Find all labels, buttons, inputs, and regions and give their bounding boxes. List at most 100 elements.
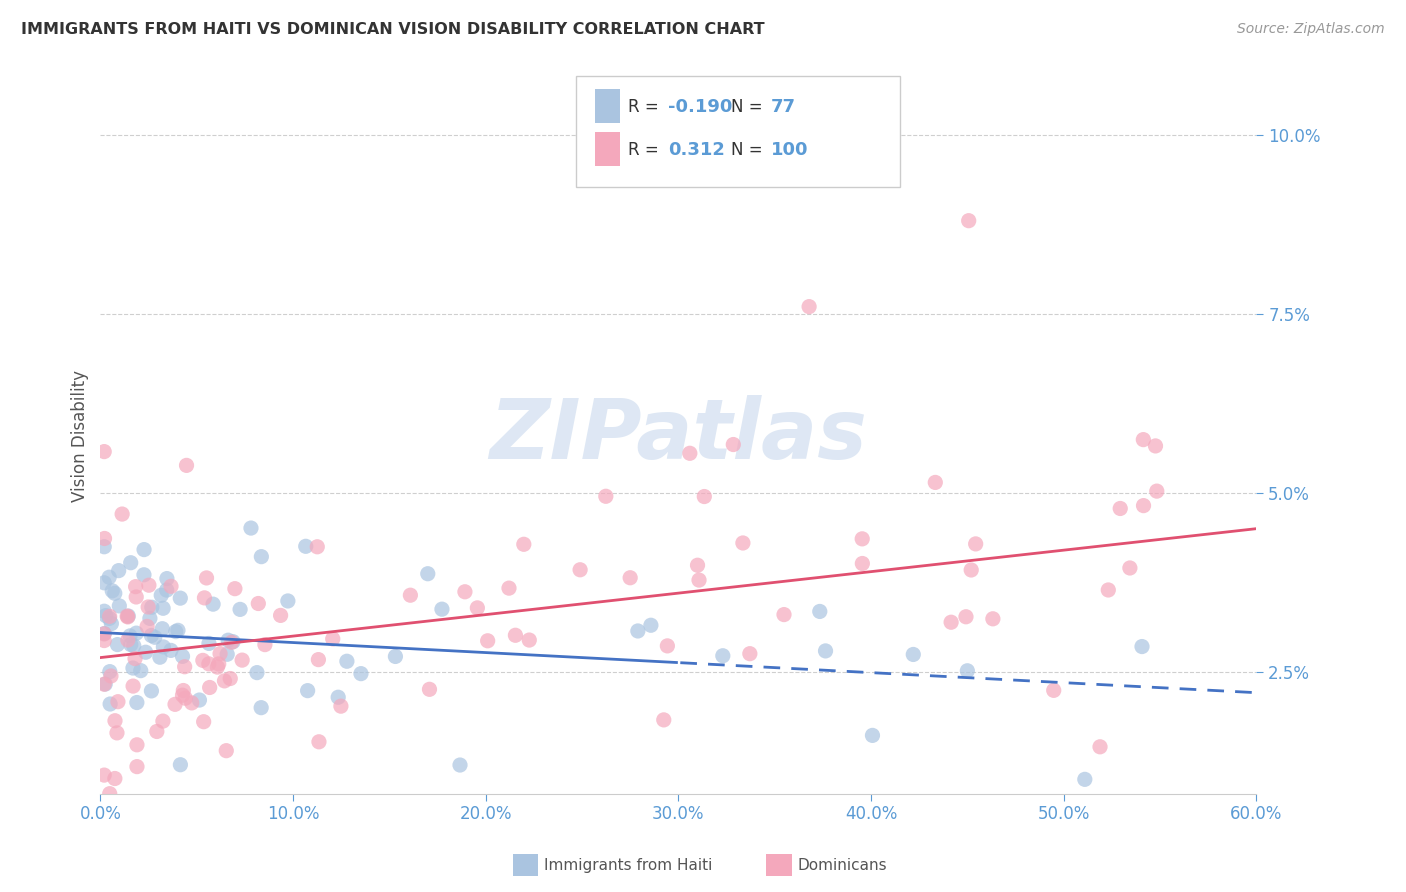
Point bbox=[198, 636, 221, 650]
Point bbox=[104, 714, 127, 728]
Point bbox=[294, 539, 316, 553]
Point bbox=[169, 757, 191, 772]
Point bbox=[1074, 772, 1097, 787]
Point bbox=[217, 647, 239, 661]
Point bbox=[253, 638, 276, 652]
Point bbox=[231, 653, 253, 667]
Point bbox=[903, 648, 925, 662]
Point bbox=[149, 650, 172, 665]
Point bbox=[250, 549, 273, 564]
Point bbox=[174, 691, 197, 706]
Point bbox=[956, 664, 979, 678]
Point bbox=[688, 573, 710, 587]
Point bbox=[1109, 501, 1132, 516]
Point bbox=[93, 575, 115, 590]
Point bbox=[122, 661, 145, 675]
Point bbox=[350, 666, 373, 681]
Point bbox=[250, 700, 273, 714]
Point bbox=[176, 458, 198, 473]
Point bbox=[221, 635, 243, 649]
Text: Immigrants from Haiti: Immigrants from Haiti bbox=[544, 858, 713, 872]
Point bbox=[115, 609, 138, 624]
Point bbox=[107, 695, 129, 709]
Point bbox=[124, 651, 146, 665]
Point bbox=[851, 557, 873, 571]
Point bbox=[239, 521, 262, 535]
Point bbox=[693, 490, 716, 504]
Point bbox=[169, 591, 191, 606]
Point bbox=[98, 665, 121, 679]
Point bbox=[150, 622, 173, 636]
Point bbox=[152, 601, 174, 615]
Point bbox=[1042, 683, 1064, 698]
Point bbox=[125, 759, 148, 773]
Point bbox=[297, 683, 319, 698]
Point bbox=[686, 558, 709, 573]
Point bbox=[172, 683, 194, 698]
Point bbox=[156, 583, 179, 598]
Point bbox=[117, 610, 139, 624]
Point bbox=[93, 627, 115, 641]
Point bbox=[207, 660, 229, 674]
Point bbox=[193, 714, 215, 729]
Point bbox=[193, 591, 215, 605]
Point bbox=[498, 581, 520, 595]
Point bbox=[105, 726, 128, 740]
Point bbox=[1146, 484, 1168, 499]
Point bbox=[773, 607, 796, 622]
Point bbox=[122, 679, 145, 693]
Point bbox=[307, 652, 329, 666]
Point bbox=[135, 645, 157, 659]
Point bbox=[104, 772, 127, 786]
Point bbox=[118, 629, 141, 643]
Text: R =: R = bbox=[628, 98, 665, 116]
Point bbox=[797, 300, 820, 314]
Text: 0.312: 0.312 bbox=[668, 141, 724, 159]
Text: R =: R = bbox=[628, 141, 669, 159]
Point bbox=[198, 681, 221, 695]
Point bbox=[449, 758, 471, 772]
Point bbox=[246, 665, 269, 680]
Point bbox=[101, 583, 124, 598]
Point bbox=[229, 602, 252, 616]
Point bbox=[679, 446, 702, 460]
Point bbox=[981, 612, 1004, 626]
Point bbox=[98, 697, 121, 711]
Point bbox=[1088, 739, 1111, 754]
Point bbox=[191, 653, 214, 667]
Point bbox=[150, 588, 173, 602]
Point bbox=[152, 640, 174, 654]
Point bbox=[1132, 433, 1154, 447]
Point bbox=[173, 659, 195, 673]
Point bbox=[141, 628, 163, 642]
Point bbox=[222, 634, 245, 648]
Point bbox=[125, 590, 148, 604]
Point bbox=[851, 532, 873, 546]
Point bbox=[104, 586, 127, 600]
Point bbox=[132, 567, 155, 582]
Point bbox=[1144, 439, 1167, 453]
Point bbox=[384, 649, 406, 664]
Point bbox=[957, 213, 980, 227]
Point bbox=[143, 630, 166, 644]
Point bbox=[172, 688, 194, 702]
Point bbox=[163, 698, 186, 712]
Y-axis label: Vision Disability: Vision Disability bbox=[72, 369, 89, 501]
Point bbox=[322, 632, 344, 646]
Point bbox=[965, 537, 987, 551]
Point bbox=[141, 684, 163, 698]
Point bbox=[117, 609, 139, 624]
Point bbox=[124, 580, 146, 594]
Point bbox=[138, 578, 160, 592]
Point bbox=[1132, 499, 1154, 513]
Point bbox=[160, 643, 183, 657]
Text: N =: N = bbox=[731, 141, 768, 159]
Point bbox=[125, 738, 148, 752]
Point bbox=[180, 696, 202, 710]
Point bbox=[307, 540, 329, 554]
Point bbox=[98, 611, 121, 625]
Text: ZIPatlas: ZIPatlas bbox=[489, 395, 868, 476]
Text: -0.190: -0.190 bbox=[668, 98, 733, 116]
Point bbox=[94, 677, 117, 691]
Point bbox=[93, 633, 115, 648]
